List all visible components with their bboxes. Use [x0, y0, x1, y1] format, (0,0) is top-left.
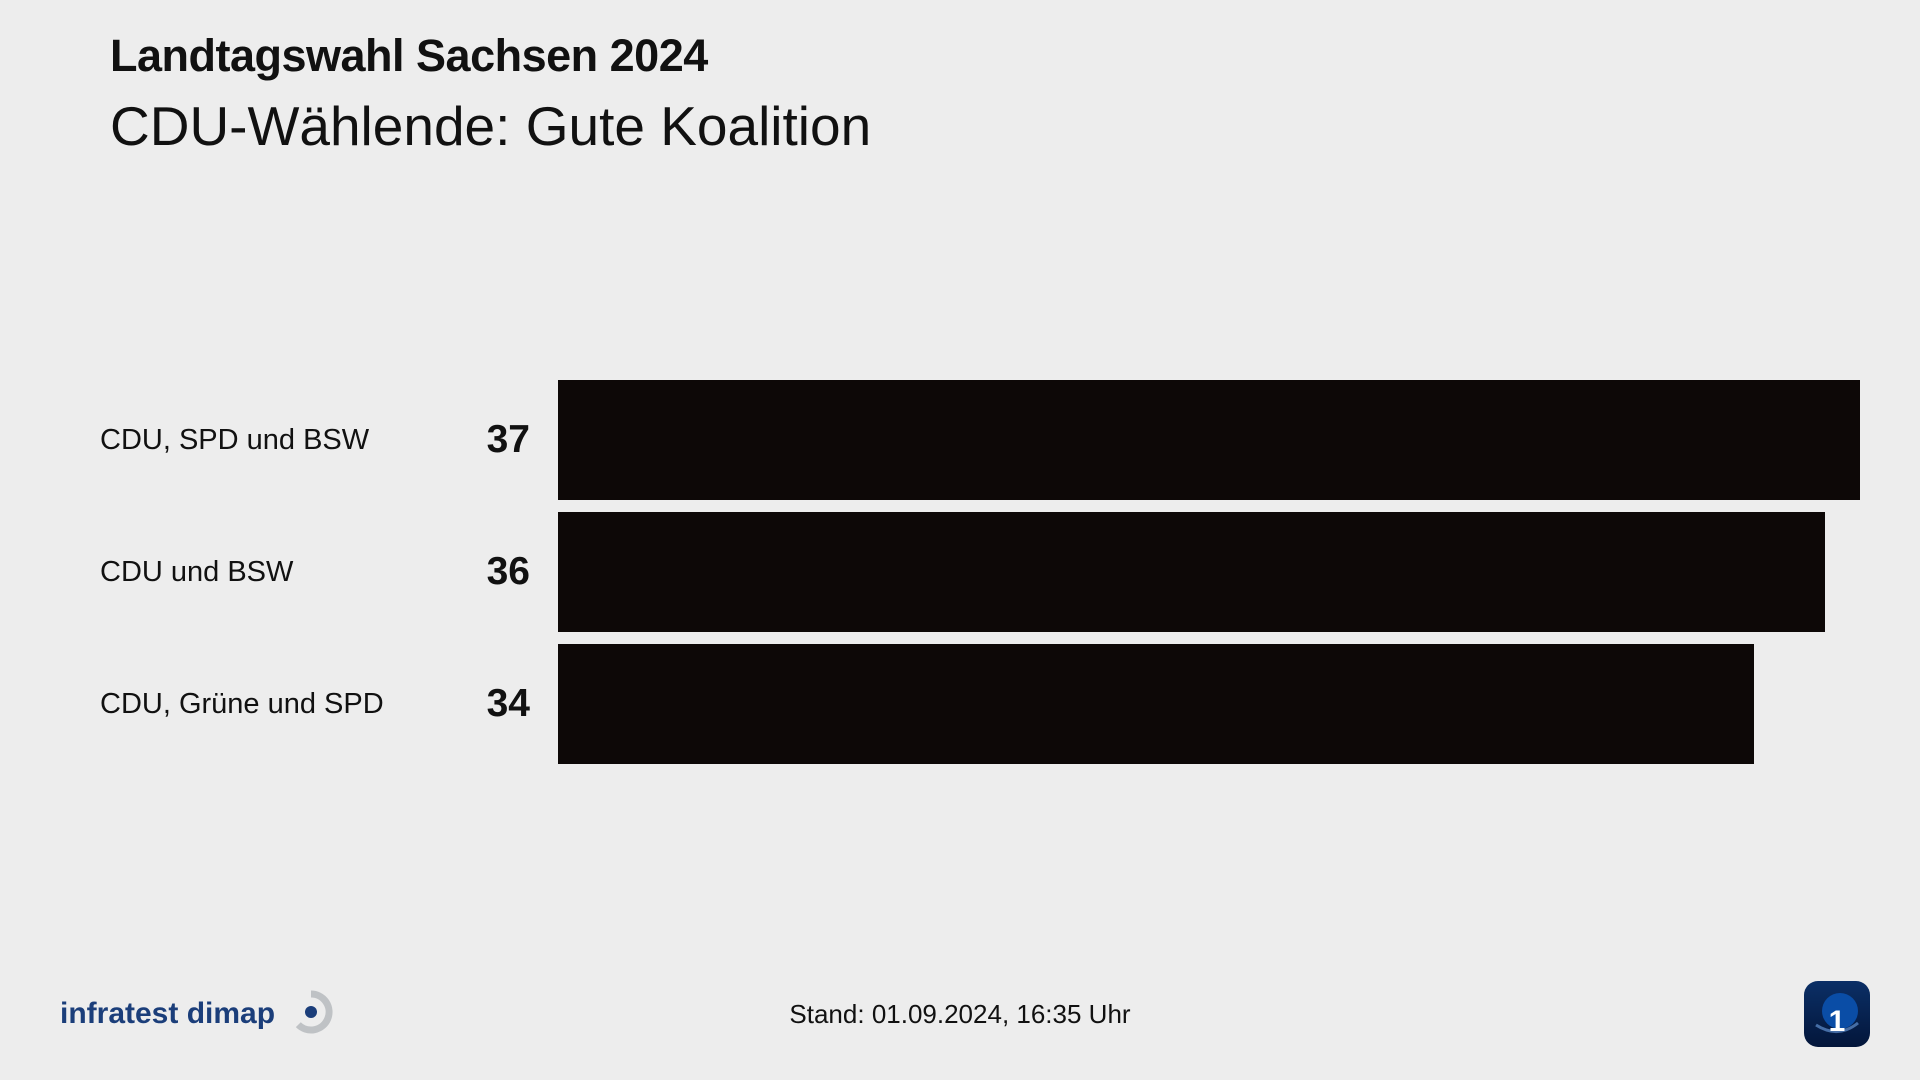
bar-value: 36	[430, 550, 558, 594]
bar-chart: CDU, SPD und BSW37CDU und BSW36CDU, Grün…	[100, 380, 1860, 776]
bar-track	[558, 644, 1860, 764]
bar-label: CDU und BSW	[100, 556, 430, 589]
broadcaster-logo: 1	[1804, 981, 1870, 1047]
bar-value: 37	[430, 418, 558, 462]
footer: infratest dimap Stand: 01.09.2024, 16:35…	[0, 984, 1920, 1044]
bar-row: CDU, Grüne und SPD34	[100, 644, 1860, 764]
infratest-dimap-icon	[289, 990, 333, 1039]
supertitle: Landtagswahl Sachsen 2024	[110, 30, 871, 82]
bar-label: CDU, SPD und BSW	[100, 424, 430, 457]
timestamp-prefix: Stand:	[789, 999, 871, 1029]
timestamp: Stand: 01.09.2024, 16:35 Uhr	[789, 999, 1130, 1030]
bar-label: CDU, Grüne und SPD	[100, 688, 430, 721]
bar-fill	[558, 644, 1754, 764]
bar-track	[558, 512, 1860, 632]
bar-fill	[558, 512, 1825, 632]
bar-track	[558, 380, 1860, 500]
source-text: infratest dimap	[60, 997, 275, 1031]
chart-title: CDU-Wählende: Gute Koalition	[110, 94, 871, 158]
timestamp-value: 01.09.2024, 16:35 Uhr	[872, 999, 1131, 1029]
chart-canvas: Landtagswahl Sachsen 2024 CDU-Wählende: …	[0, 0, 1920, 1080]
header: Landtagswahl Sachsen 2024 CDU-Wählende: …	[110, 30, 871, 158]
bar-value: 34	[430, 682, 558, 726]
source-attribution: infratest dimap	[60, 990, 333, 1039]
bar-row: CDU und BSW36	[100, 512, 1860, 632]
bar-row: CDU, SPD und BSW37	[100, 380, 1860, 500]
svg-text:1: 1	[1829, 1005, 1846, 1038]
bar-fill	[558, 380, 1860, 500]
